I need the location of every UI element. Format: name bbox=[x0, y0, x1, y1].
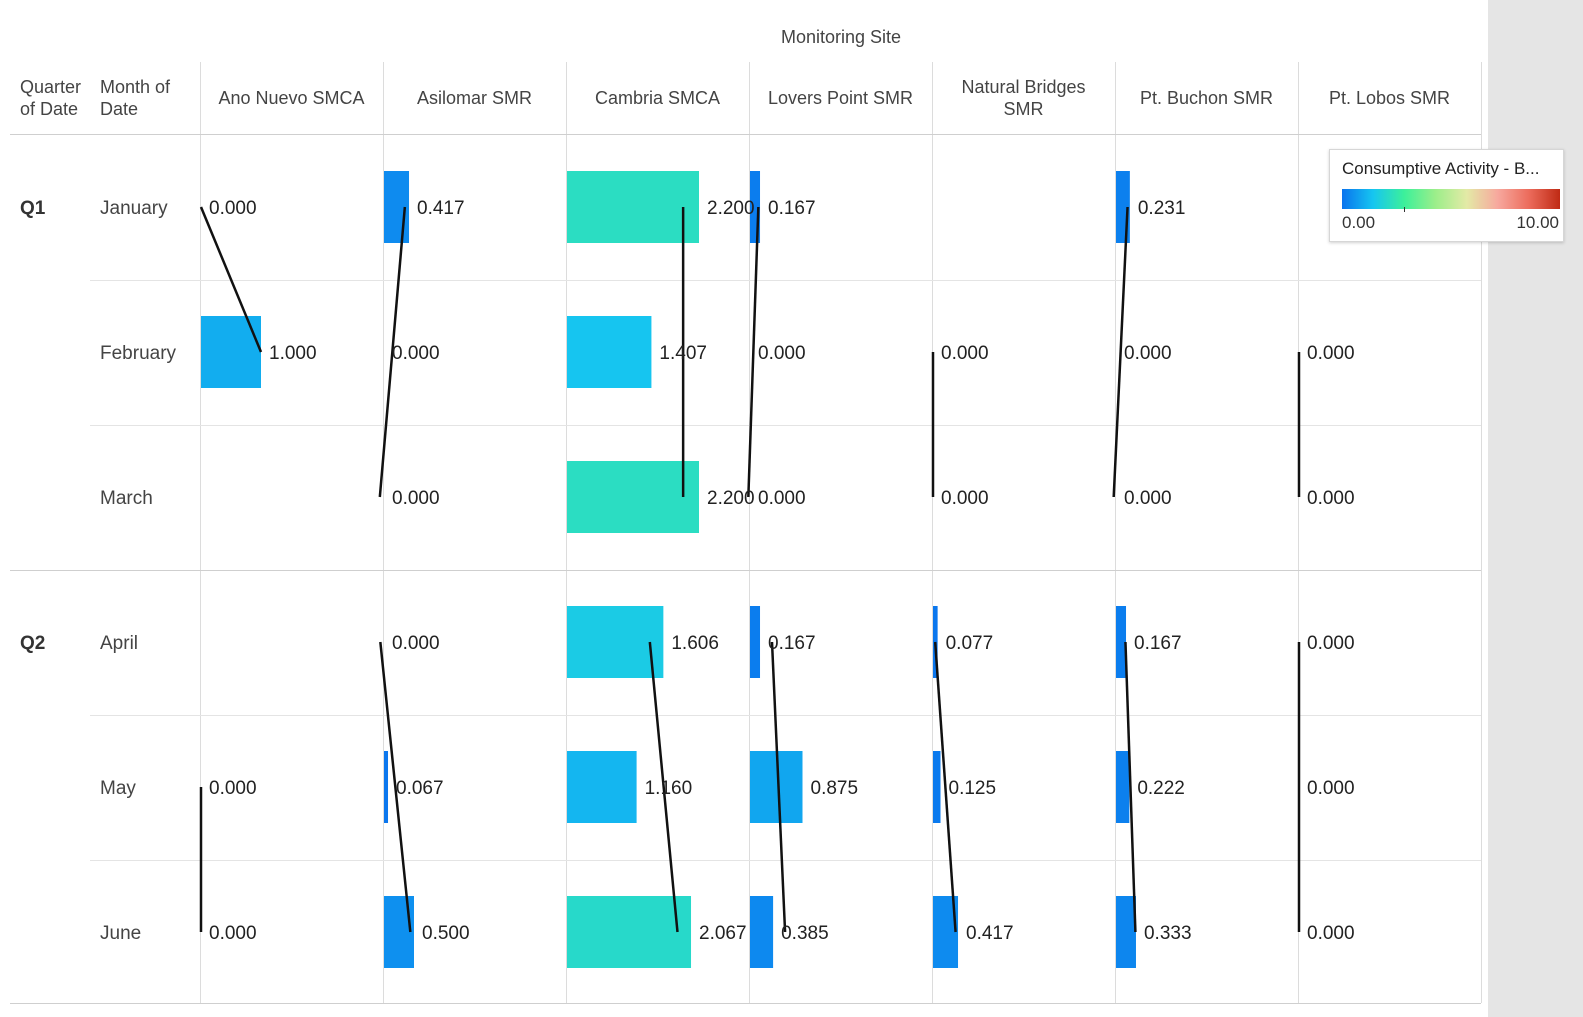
trend-lines bbox=[199, 206, 1301, 933]
column-header-cambria-smca: Cambria SMCA bbox=[595, 88, 720, 108]
row-labels: Q1 January February March Q2 April May June bbox=[20, 198, 177, 944]
value-label: 0.222 bbox=[1137, 778, 1185, 799]
bar bbox=[567, 461, 699, 533]
column-header-pt-lobos-smr: Pt. Lobos SMR bbox=[1329, 88, 1450, 108]
month-label: June bbox=[100, 923, 141, 944]
value-label: 0.000 bbox=[392, 488, 440, 509]
column-header-pt-buchon-smr: Pt. Buchon SMR bbox=[1140, 88, 1273, 108]
quarter-label: Q1 bbox=[20, 198, 46, 219]
month-label: January bbox=[100, 198, 168, 219]
value-label: 2.200 bbox=[707, 488, 755, 509]
trend-line bbox=[1112, 206, 1129, 498]
value-label: 0.167 bbox=[768, 633, 816, 654]
bar bbox=[384, 751, 389, 823]
value-label: 2.200 bbox=[707, 198, 755, 219]
month-label: March bbox=[100, 488, 153, 509]
value-label: 0.000 bbox=[1307, 488, 1355, 509]
value-label: 0.000 bbox=[1124, 343, 1172, 364]
bar bbox=[567, 606, 664, 678]
bar bbox=[1116, 751, 1130, 823]
column-header-asilomar-smr: Asilomar SMR bbox=[417, 88, 532, 108]
value-label: 0.875 bbox=[811, 778, 859, 799]
value-label: 0.167 bbox=[1134, 633, 1182, 654]
bar-marks bbox=[201, 171, 1136, 968]
bar bbox=[384, 171, 410, 243]
bar bbox=[750, 896, 774, 968]
value-label: 0.385 bbox=[781, 923, 829, 944]
bar bbox=[1116, 171, 1130, 243]
value-label: 0.067 bbox=[396, 778, 444, 799]
column-group-title: Monitoring Site bbox=[781, 27, 901, 47]
value-label: 0.000 bbox=[1307, 633, 1355, 654]
value-label: 0.125 bbox=[949, 778, 997, 799]
month-label: April bbox=[100, 633, 138, 654]
legend-max-label: 10.00 bbox=[1516, 213, 1559, 232]
value-label: 0.000 bbox=[941, 343, 989, 364]
value-label: 0.500 bbox=[422, 923, 470, 944]
trend-line bbox=[648, 641, 679, 933]
value-label: 0.417 bbox=[966, 923, 1014, 944]
value-label: 0.000 bbox=[758, 343, 806, 364]
value-label: 0.000 bbox=[1124, 488, 1172, 509]
legend-color-ramp bbox=[1342, 189, 1560, 209]
column-header-lovers-point-smr: Lovers Point SMR bbox=[768, 88, 913, 108]
value-label: 0.000 bbox=[209, 778, 257, 799]
value-labels: 0.000 1.000 0.000 0.000 0.417 0.000 0.000 0.000… bbox=[209, 198, 1355, 944]
trend-line bbox=[747, 206, 760, 498]
bar bbox=[750, 171, 761, 243]
value-label: 0.333 bbox=[1144, 923, 1192, 944]
value-label: 0.000 bbox=[1307, 778, 1355, 799]
value-label: 0.000 bbox=[392, 343, 440, 364]
legend-marker bbox=[1404, 207, 1405, 212]
value-label: 0.077 bbox=[946, 633, 994, 654]
legend-min-label: 0.00 bbox=[1342, 213, 1376, 232]
trend-line bbox=[933, 641, 957, 933]
value-label: 0.000 bbox=[209, 198, 257, 219]
bar bbox=[567, 896, 692, 968]
value-label: 0.167 bbox=[768, 198, 816, 219]
value-label: 0.000 bbox=[941, 488, 989, 509]
row-header-quarter: Quarter of Date bbox=[20, 77, 81, 119]
bar bbox=[1116, 606, 1127, 678]
value-label: 1.000 bbox=[269, 343, 317, 364]
legend-title: Consumptive Activity - B... bbox=[1342, 159, 1540, 178]
value-label: 0.000 bbox=[758, 488, 806, 509]
trend-line bbox=[199, 206, 263, 353]
bar bbox=[567, 171, 699, 243]
value-label: 1.160 bbox=[645, 778, 693, 799]
value-label: 0.000 bbox=[1307, 343, 1355, 364]
bar bbox=[750, 606, 761, 678]
column-headers: Quarter of Date Month of Date Ano Nuevo SMCA… bbox=[20, 77, 1450, 119]
value-label: 0.417 bbox=[417, 198, 465, 219]
value-label: 2.067 bbox=[699, 923, 747, 944]
month-label: February bbox=[100, 343, 177, 364]
value-label: 0.231 bbox=[1138, 198, 1186, 219]
column-header-natural-bridges-smr: Natural Bridges SMR bbox=[961, 77, 1085, 119]
bar bbox=[567, 316, 652, 388]
value-label: 0.000 bbox=[1307, 923, 1355, 944]
quarter-label: Q2 bbox=[20, 633, 45, 654]
trend-line bbox=[770, 641, 787, 933]
color-legend[interactable]: Consumptive Activity - B... 0.00 10.00 bbox=[1329, 149, 1564, 242]
trend-line bbox=[378, 206, 407, 498]
trend-line bbox=[379, 641, 412, 933]
bar bbox=[1116, 896, 1136, 968]
bar bbox=[567, 751, 637, 823]
trend-line bbox=[1124, 641, 1137, 933]
column-header-ano-nuevo-smca: Ano Nuevo SMCA bbox=[218, 88, 364, 108]
value-label: 0.000 bbox=[209, 923, 257, 944]
month-label: May bbox=[100, 778, 136, 799]
bar bbox=[933, 751, 941, 823]
bar bbox=[201, 316, 261, 388]
value-label: 0.000 bbox=[392, 633, 440, 654]
row-header-month: Month of Date bbox=[100, 77, 171, 119]
value-label: 1.606 bbox=[671, 633, 719, 654]
table-grid bbox=[10, 62, 1482, 1004]
value-label: 1.407 bbox=[659, 343, 707, 364]
